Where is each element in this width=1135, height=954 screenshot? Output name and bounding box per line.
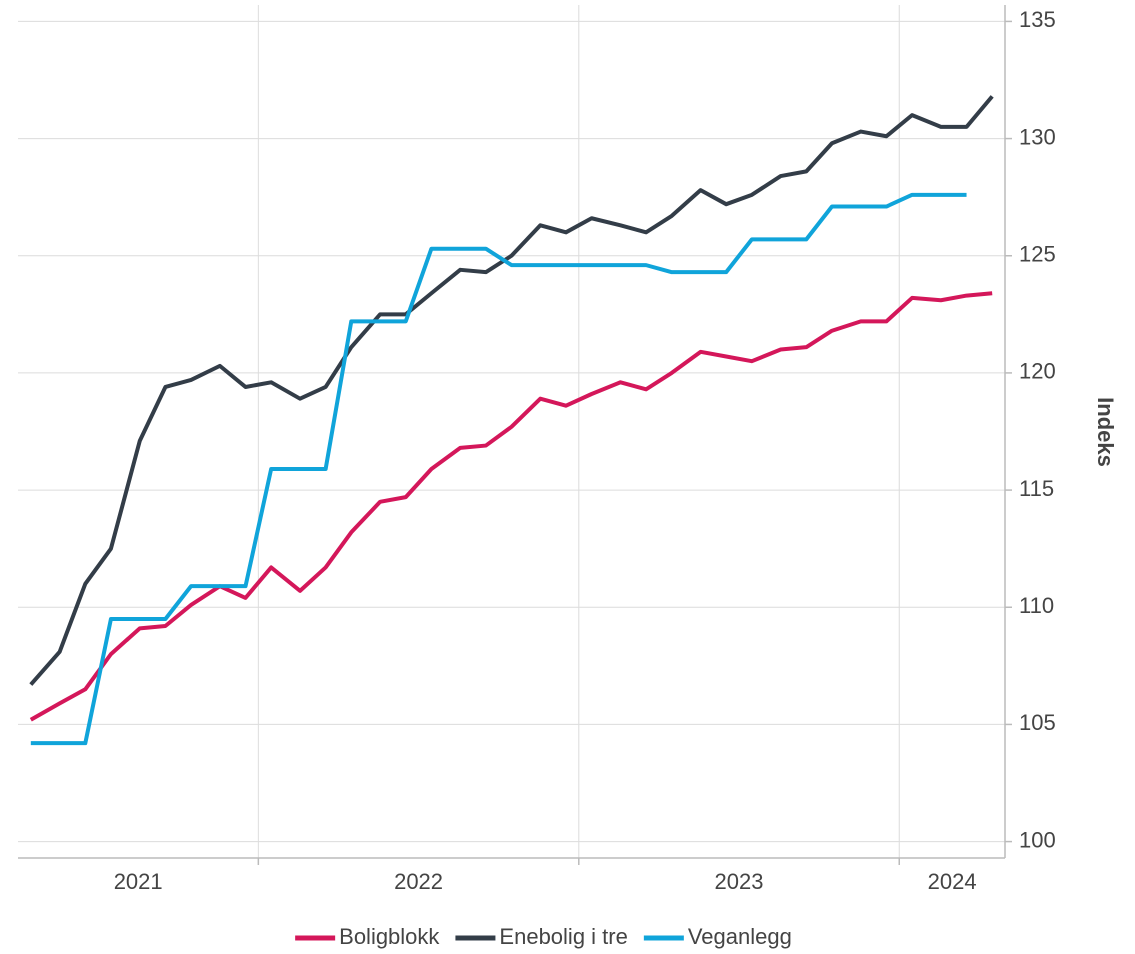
y-tick-label: 130	[1019, 124, 1056, 149]
legend-label: Boligblokk	[339, 924, 440, 949]
line-series	[29, 95, 994, 686]
x-tick-label: 2022	[394, 869, 443, 894]
legend-label: Veganlegg	[688, 924, 792, 949]
y-tick-label: 125	[1019, 242, 1056, 267]
y-tick-label: 100	[1019, 827, 1056, 852]
x-tick-label: 2021	[114, 869, 163, 894]
legend-label: Enebolig i tre	[499, 924, 627, 949]
y-tick-label: 110	[1019, 593, 1054, 618]
x-tick-label: 2024	[928, 869, 977, 894]
y-tick-label: 135	[1019, 7, 1056, 32]
y-tick-label: 115	[1019, 476, 1054, 501]
line-series	[29, 291, 993, 722]
y-tick-label: 120	[1019, 359, 1056, 384]
y-axis-label: Indeks	[1093, 397, 1118, 467]
x-tick-label: 2023	[715, 869, 764, 894]
line-series	[30, 192, 967, 746]
y-tick-label: 105	[1019, 710, 1056, 735]
